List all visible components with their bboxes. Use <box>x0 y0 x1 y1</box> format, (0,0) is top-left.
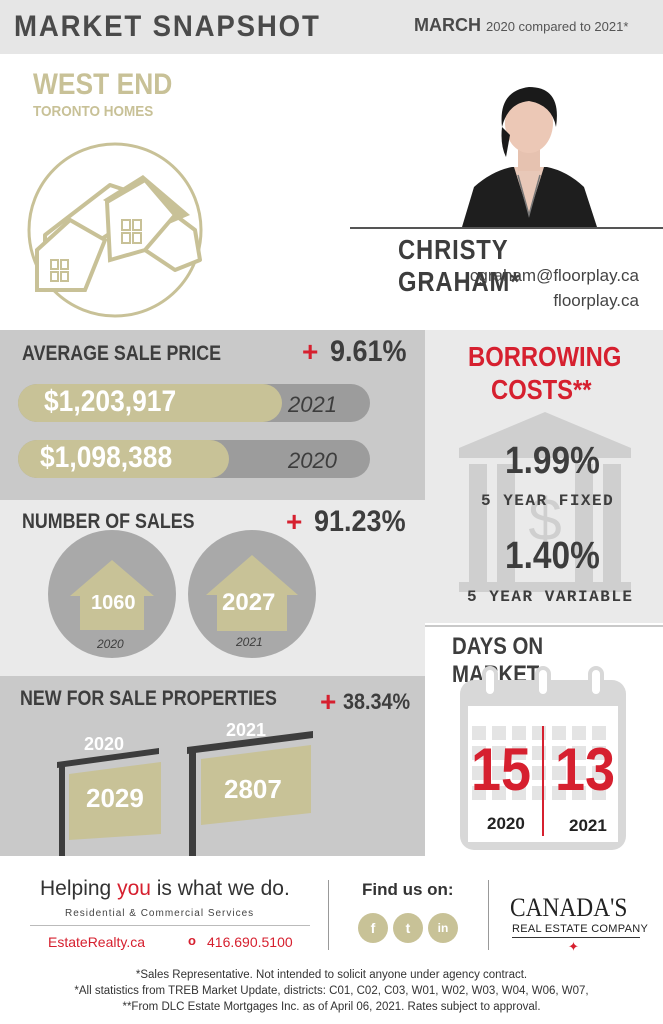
variable-rate-label: 5 YEAR VARIABLE <box>467 588 634 606</box>
divider <box>328 880 329 950</box>
sales-year-2021: 2021 <box>236 635 263 649</box>
area-subtitle: TORONTO HOMES <box>33 103 154 120</box>
disclaimer-line: *All statistics from TREB Market Update,… <box>74 985 589 997</box>
new-year-2020: 2020 <box>84 734 125 754</box>
find-us-label: Find us on: <box>362 880 454 899</box>
days-value-2021: 13 <box>555 736 616 803</box>
sales-change-sign: + <box>286 506 303 537</box>
sales-value-2021: 2027 <box>222 589 276 616</box>
fixed-rate-label: 5 YEAR FIXED <box>481 492 615 510</box>
tagline: Helping you is what we do. <box>40 877 290 900</box>
for-sale-sign-icon <box>187 731 313 856</box>
facebook-icon[interactable]: f <box>358 913 388 943</box>
brand-subtitle: REAL ESTATE COMPANY <box>512 923 649 935</box>
disclaimer-line: *Sales Representative. Not intended to s… <box>135 969 528 981</box>
price-year-2020: 2020 <box>288 448 337 473</box>
borrowing-costs-panel <box>425 330 663 623</box>
area-title: WEST END <box>33 68 173 101</box>
bank-icon: $ <box>459 412 631 592</box>
new-value-2021: 2807 <box>224 774 282 804</box>
svg-text:$: $ <box>528 486 561 553</box>
new-change-percent: 38.34% <box>343 689 411 714</box>
agent-name: CHRISTY GRAHAM* <box>398 234 521 297</box>
sales-year-2020: 2020 <box>97 637 124 651</box>
new-for-sale-title: NEW FOR SALE PROPERTIES <box>20 687 277 710</box>
new-year-2021: 2021 <box>226 720 267 740</box>
phone-icon: o <box>188 933 196 948</box>
days-on-market-title: DAYS ON MARKET <box>452 633 544 688</box>
page-title: MARKET SNAPSHOT <box>14 10 321 43</box>
company-phone-link[interactable]: 416.690.5100 <box>207 934 293 950</box>
days-value-2020: 15 <box>471 736 532 803</box>
new-change-sign: + <box>320 686 337 717</box>
sales-change-percent: 91.23% <box>314 505 406 538</box>
agent-email-link[interactable]: cgraham@floorplay.ca <box>469 266 639 285</box>
for-sale-sign-icon <box>57 748 161 856</box>
calendar-icon <box>460 666 626 850</box>
house-roof-icon <box>27 142 203 318</box>
price-bar-fill-2020 <box>18 440 229 478</box>
linkedin-icon[interactable]: in <box>428 913 458 943</box>
new-value-2020: 2029 <box>86 783 144 813</box>
agent-photo <box>452 75 607 227</box>
days-year-2020: 2020 <box>487 814 525 833</box>
services-text: Residential & Commercial Services <box>65 908 255 919</box>
price-change-sign: + <box>302 336 319 367</box>
house-icon <box>70 560 154 630</box>
average-sale-price-title: AVERAGE SALE PRICE <box>22 342 222 365</box>
price-change-percent: 9.61% <box>330 335 407 368</box>
number-of-sales-title: NUMBER OF SALES <box>22 510 195 533</box>
divider <box>30 925 310 926</box>
house-icon <box>206 555 298 631</box>
days-year-2021: 2021 <box>569 816 607 835</box>
disclaimer-line: **From DLC Estate Mortgages Inc. as of A… <box>122 1001 541 1013</box>
divider <box>350 227 663 229</box>
report-comparison: 2020 compared to 2021* <box>486 19 629 34</box>
sales-value-2020: 1060 <box>91 592 136 614</box>
maple-leaf-icon: ✦ <box>568 939 579 954</box>
report-month: MARCH <box>414 15 481 35</box>
header-bar <box>0 0 663 54</box>
divider <box>512 937 640 938</box>
agent-website-link[interactable]: floorplay.ca <box>553 291 639 310</box>
borrowing-title-line2: COSTS** <box>491 374 592 405</box>
brand-name: CANADA'S <box>510 893 628 922</box>
twitter-icon[interactable]: t <box>393 913 423 943</box>
variable-rate: 1.40% <box>505 535 600 577</box>
price-bar-fill-2021 <box>18 384 282 422</box>
company-website-link[interactable]: EstateRealty.ca <box>48 934 146 950</box>
price-value-2020: $1,098,388 <box>40 441 173 474</box>
fixed-rate: 1.99% <box>505 440 600 482</box>
borrowing-title: BORROWING <box>468 341 622 372</box>
price-year-2021: 2021 <box>288 392 337 417</box>
divider <box>488 880 489 950</box>
price-value-2021: $1,203,917 <box>44 385 177 418</box>
